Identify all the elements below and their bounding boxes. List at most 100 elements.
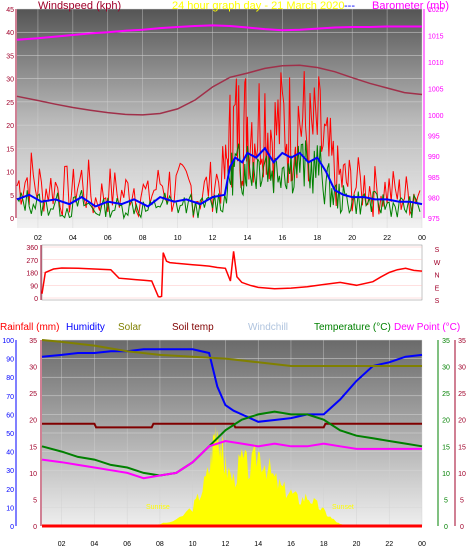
p3-rain-tick-label: 25 bbox=[29, 391, 37, 398]
dewpoint-label: Dew Point (°C) bbox=[394, 322, 460, 333]
p1-x-tick-label: 20 bbox=[348, 235, 356, 242]
p3-x-tick-label: 08 bbox=[156, 541, 164, 548]
p1-right-tick-label: 980 bbox=[428, 195, 440, 202]
p1-left-tick-label: 35 bbox=[6, 53, 14, 60]
p1-x-tick-label: 12 bbox=[209, 235, 217, 242]
soil-temp-line bbox=[42, 422, 422, 429]
rainfall-label: Rainfall (mm) bbox=[0, 322, 59, 333]
p1-x-tick-label: 00 bbox=[418, 235, 426, 242]
p1-right-tick-label: 1000 bbox=[428, 113, 444, 120]
p3-dewpoint-tick-label: 20 bbox=[458, 418, 466, 425]
p3-rain-tick-label: 35 bbox=[29, 338, 37, 345]
p3-humidity-tick-label: 50 bbox=[6, 431, 14, 438]
p1-right-tick-label: 1005 bbox=[428, 87, 444, 94]
p1-right-tick-label: 975 bbox=[428, 216, 440, 223]
p3-humidity-tick-label: 70 bbox=[6, 394, 14, 401]
p3-temp-tick-label: 20 bbox=[442, 418, 450, 425]
p3-humidity-tick-label: 10 bbox=[6, 505, 14, 512]
p1-left-tick-label: 20 bbox=[6, 123, 14, 130]
p3-dewpoint-tick-label: 0 bbox=[460, 524, 464, 531]
p3-rain-tick-label: 0 bbox=[33, 524, 37, 531]
p2-compass-label: N bbox=[434, 273, 439, 280]
p3-dewpoint-tick-label: 35 bbox=[458, 338, 466, 345]
wind-green-line bbox=[16, 140, 421, 220]
p2-compass-label: W bbox=[434, 260, 441, 267]
humidity-label: Humidity bbox=[66, 322, 105, 333]
p3-temp-tick-label: 0 bbox=[444, 524, 448, 531]
p3-humidity-tick-label: 80 bbox=[6, 375, 14, 382]
solar-label: Solar bbox=[118, 322, 142, 333]
p1-left-tick-label: 25 bbox=[6, 100, 14, 107]
windchill-label: Windchill bbox=[248, 322, 288, 333]
p1-x-tick-label: 16 bbox=[278, 235, 286, 242]
windspeed-label: Windspeed (kph) bbox=[38, 0, 121, 12]
p1-left-tick-label: 10 bbox=[6, 170, 14, 177]
p3-x-tick-label: 04 bbox=[91, 541, 99, 548]
p3-humidity-tick-label: 0 bbox=[10, 524, 14, 531]
p1-left-tick-label: 5 bbox=[10, 193, 14, 200]
sunset-annotation: Sunset bbox=[332, 504, 354, 511]
p2-left-tick-label: 360 bbox=[26, 245, 38, 252]
p1-right-tick-label: 995 bbox=[428, 134, 440, 141]
p3-x-tick-label: 06 bbox=[123, 541, 131, 548]
p3-dewpoint-tick-label: 30 bbox=[458, 365, 466, 372]
p3-x-tick-label: 02 bbox=[58, 541, 66, 548]
p1-left-tick-label: 0 bbox=[10, 216, 14, 223]
p2-left-tick-label: 0 bbox=[34, 296, 38, 303]
p2-compass-label: S bbox=[435, 247, 440, 254]
p1-left-tick-label: 40 bbox=[6, 30, 14, 37]
p1-right-tick-label: 1015 bbox=[428, 34, 444, 41]
p3-rain-tick-label: 15 bbox=[29, 444, 37, 451]
p3-dewpoint-tick-label: 10 bbox=[458, 471, 466, 478]
p2-left-tick-label: 180 bbox=[26, 271, 38, 278]
p3-humidity-tick-label: 100 bbox=[2, 338, 14, 345]
p2-compass-label: S bbox=[435, 298, 440, 305]
p1-x-tick-label: 18 bbox=[313, 235, 321, 242]
temperature-line bbox=[41, 410, 423, 477]
p1-x-tick-label: 02 bbox=[34, 235, 42, 242]
p3-x-tick-label: 22 bbox=[385, 541, 393, 548]
p1-left-tick-label: 30 bbox=[6, 77, 14, 84]
p3-dewpoint-tick-label: 25 bbox=[458, 391, 466, 398]
p3-temp-tick-label: 25 bbox=[442, 391, 450, 398]
p3-humidity-tick-label: 30 bbox=[6, 468, 14, 475]
p3-temp-tick-label: 35 bbox=[442, 338, 450, 345]
p3-x-tick-label: 00 bbox=[418, 541, 426, 548]
p3-x-tick-label: 10 bbox=[189, 541, 197, 548]
p3-x-tick-label: 18 bbox=[320, 541, 328, 548]
p1-x-tick-label: 14 bbox=[244, 235, 252, 242]
p3-humidity-tick-label: 60 bbox=[6, 412, 14, 419]
p1-x-tick-label: 06 bbox=[104, 235, 112, 242]
barometer-line bbox=[16, 24, 422, 41]
barometer-label: Barometer (mb) bbox=[372, 0, 449, 12]
p3-temp-tick-label: 10 bbox=[442, 471, 450, 478]
p3-humidity-tick-label: 20 bbox=[6, 487, 14, 494]
gust-line bbox=[16, 71, 421, 218]
chart-title: 24 hour graph day - 21 March 2020 bbox=[172, 0, 344, 12]
p3-x-tick-label: 14 bbox=[254, 541, 262, 548]
p1-left-tick-label: 45 bbox=[6, 7, 14, 14]
p1-x-tick-label: 08 bbox=[139, 235, 147, 242]
p3-humidity-tick-label: 40 bbox=[6, 450, 14, 457]
p1-right-tick-label: 1010 bbox=[428, 60, 444, 67]
p3-rain-tick-label: 5 bbox=[33, 497, 37, 504]
sunrise-annotation: Sunrise bbox=[146, 504, 170, 511]
p3-humidity-tick-label: 90 bbox=[6, 357, 14, 364]
p3-x-tick-label: 16 bbox=[287, 541, 295, 548]
wind-direction-line bbox=[41, 251, 423, 298]
p3-x-tick-label: 12 bbox=[222, 541, 230, 548]
p2-left-tick-label: 270 bbox=[26, 258, 38, 265]
p2-compass-label: E bbox=[435, 285, 440, 292]
p3-rain-tick-label: 30 bbox=[29, 365, 37, 372]
p1-x-tick-label: 10 bbox=[174, 235, 182, 242]
p3-temp-tick-label: 15 bbox=[442, 444, 450, 451]
temperature-label: Temperature (°C) bbox=[314, 322, 391, 333]
solar-radiation-area bbox=[151, 425, 349, 526]
p1-x-tick-label: 04 bbox=[69, 235, 77, 242]
title-separator: --- bbox=[344, 0, 355, 12]
p1-right-tick-label: 985 bbox=[428, 175, 440, 182]
p3-rain-tick-label: 20 bbox=[29, 418, 37, 425]
p3-temp-tick-label: 30 bbox=[442, 365, 450, 372]
p3-temp-tick-label: 5 bbox=[444, 497, 448, 504]
